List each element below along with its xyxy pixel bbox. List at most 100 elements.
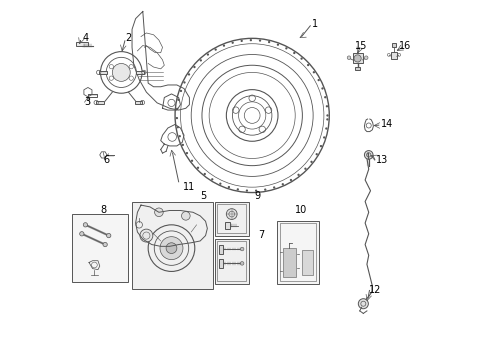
Circle shape — [282, 183, 284, 185]
Circle shape — [237, 188, 239, 190]
Circle shape — [80, 231, 84, 236]
Text: 15: 15 — [355, 41, 368, 50]
Bar — [132, 202, 213, 289]
Circle shape — [219, 183, 221, 185]
Circle shape — [197, 167, 199, 169]
Circle shape — [354, 55, 361, 62]
Circle shape — [250, 39, 252, 41]
Circle shape — [264, 189, 267, 191]
Circle shape — [320, 145, 322, 147]
Circle shape — [290, 179, 292, 181]
Circle shape — [160, 237, 183, 260]
Bar — [76, 42, 88, 45]
Circle shape — [268, 41, 270, 43]
Circle shape — [176, 108, 178, 110]
Bar — [225, 222, 230, 229]
Circle shape — [155, 208, 163, 217]
Bar — [135, 101, 143, 104]
Circle shape — [316, 153, 318, 156]
Circle shape — [211, 178, 214, 180]
Circle shape — [325, 127, 327, 130]
Bar — [96, 101, 104, 104]
Circle shape — [313, 71, 315, 73]
Circle shape — [107, 233, 111, 238]
Text: 7: 7 — [258, 230, 264, 239]
Circle shape — [176, 126, 179, 129]
Text: 14: 14 — [381, 120, 393, 129]
Text: 11: 11 — [183, 182, 196, 192]
Bar — [88, 94, 97, 97]
Circle shape — [246, 189, 248, 192]
Circle shape — [365, 56, 368, 59]
Circle shape — [112, 63, 130, 81]
Circle shape — [347, 56, 351, 59]
Bar — [215, 239, 248, 284]
Circle shape — [223, 45, 225, 47]
Circle shape — [194, 66, 196, 68]
Circle shape — [188, 73, 190, 76]
Text: 2: 2 — [125, 33, 132, 43]
Text: 3: 3 — [84, 97, 90, 107]
Circle shape — [140, 229, 153, 242]
Circle shape — [232, 41, 234, 44]
Bar — [392, 43, 395, 47]
Circle shape — [293, 52, 295, 54]
Circle shape — [255, 189, 257, 192]
Text: 6: 6 — [104, 155, 110, 165]
Circle shape — [326, 105, 328, 107]
Circle shape — [166, 243, 177, 253]
Circle shape — [83, 223, 88, 227]
Bar — [355, 67, 361, 69]
Circle shape — [259, 39, 261, 42]
Circle shape — [240, 247, 244, 251]
Bar — [219, 244, 223, 253]
Circle shape — [310, 161, 313, 163]
Circle shape — [176, 117, 178, 119]
Text: 16: 16 — [398, 41, 411, 50]
Bar — [72, 214, 128, 282]
Circle shape — [207, 53, 209, 56]
Circle shape — [199, 59, 202, 62]
Circle shape — [179, 135, 181, 138]
Circle shape — [181, 212, 190, 220]
Circle shape — [204, 173, 206, 175]
Circle shape — [323, 136, 325, 139]
Bar — [98, 71, 107, 74]
Circle shape — [241, 40, 243, 42]
Circle shape — [358, 299, 368, 309]
FancyBboxPatch shape — [300, 248, 315, 278]
Bar — [215, 202, 248, 235]
Circle shape — [307, 64, 309, 66]
FancyBboxPatch shape — [281, 246, 298, 279]
Circle shape — [226, 209, 237, 220]
Bar — [353, 53, 363, 63]
Circle shape — [365, 150, 373, 159]
Bar — [280, 224, 317, 282]
Circle shape — [240, 262, 244, 265]
Circle shape — [324, 96, 326, 98]
Circle shape — [326, 118, 328, 121]
Circle shape — [277, 44, 279, 46]
Text: 10: 10 — [294, 206, 307, 216]
Circle shape — [183, 81, 186, 84]
Circle shape — [326, 114, 329, 117]
Circle shape — [304, 167, 307, 170]
Circle shape — [318, 79, 320, 81]
Bar — [277, 221, 318, 284]
Text: 12: 12 — [368, 285, 381, 296]
Circle shape — [186, 152, 188, 154]
Bar — [302, 250, 313, 275]
Circle shape — [297, 174, 300, 176]
Text: 8: 8 — [100, 206, 106, 216]
Circle shape — [285, 47, 288, 49]
Text: 1: 1 — [312, 19, 318, 29]
Bar — [217, 204, 246, 233]
Bar — [392, 51, 397, 59]
Circle shape — [191, 159, 193, 162]
Circle shape — [228, 186, 230, 188]
Circle shape — [215, 49, 217, 51]
Bar — [283, 248, 295, 277]
Circle shape — [180, 90, 182, 92]
Text: 13: 13 — [376, 155, 388, 165]
Circle shape — [321, 87, 323, 90]
